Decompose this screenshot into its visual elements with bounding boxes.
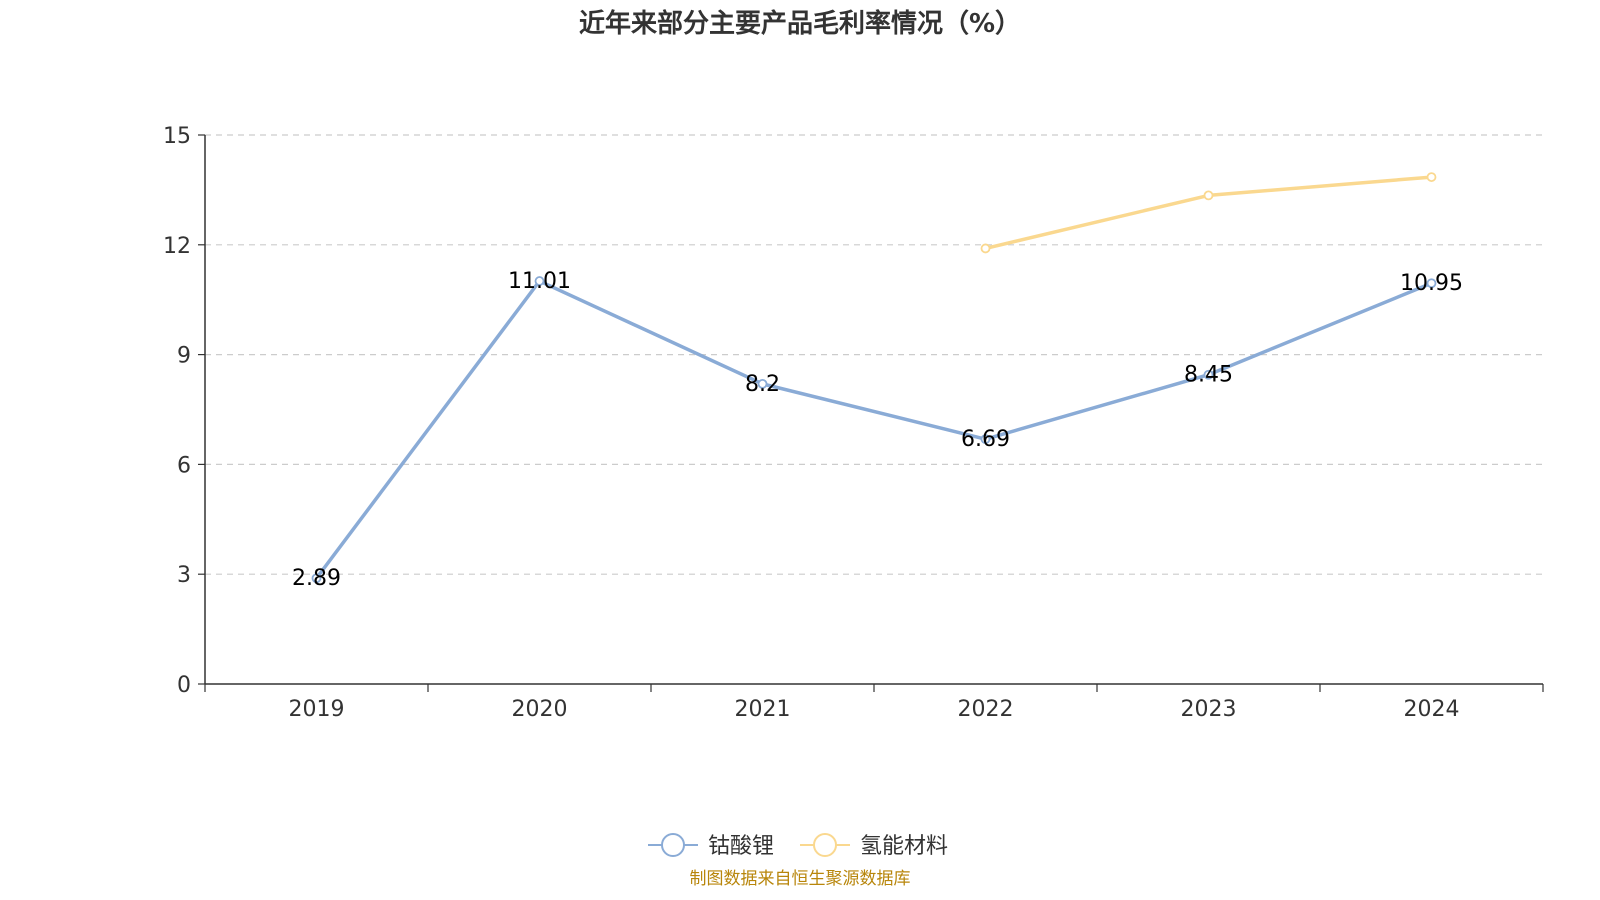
legend-marker	[661, 833, 685, 857]
data-label: 11.01	[508, 269, 571, 294]
data-label: 8.2	[745, 372, 780, 397]
legend-item-1[interactable]: 氢能材料	[800, 833, 948, 859]
legend-item-0[interactable]: 钴酸锂	[648, 833, 774, 859]
data-labels: 2.89 11.01 8.2 6.69 8.45 10.95	[292, 269, 1463, 591]
data-label: 2.89	[292, 566, 341, 591]
data-point[interactable]	[980, 243, 991, 254]
data-label: 8.45	[1184, 363, 1233, 388]
axes: 0 3 6 9 12 15 2019 2020 2021 2022 2023 2024	[163, 124, 1544, 722]
legend-marker	[813, 833, 837, 857]
series-line-1	[983, 175, 1434, 251]
y-tick-label: 12	[163, 234, 191, 259]
grid-lines	[205, 134, 1543, 575]
data-point[interactable]	[980, 434, 991, 445]
y-tick-label: 6	[177, 453, 191, 478]
y-tick-label: 0	[177, 673, 191, 698]
data-point[interactable]	[311, 573, 322, 584]
y-tick-label: 9	[177, 344, 191, 369]
x-tick-label: 2022	[958, 697, 1014, 722]
data-point[interactable]	[1203, 190, 1214, 201]
y-tick-label: 15	[163, 124, 191, 149]
data-point[interactable]	[757, 378, 768, 389]
x-tick-label: 2019	[289, 697, 345, 722]
legend-label: 氢能材料	[860, 834, 948, 859]
data-point[interactable]	[1203, 369, 1214, 380]
source-note: 制图数据来自恒生聚源数据库	[690, 869, 911, 889]
chart-title: 近年来部分主要产品毛利率情况（%）	[579, 8, 1021, 39]
x-tick-label: 2020	[512, 697, 568, 722]
x-tick-label: 2023	[1181, 697, 1237, 722]
series-line-0	[314, 279, 1434, 580]
data-label: 6.69	[961, 427, 1010, 452]
legend[interactable]: 钴酸锂 氢能材料	[648, 833, 948, 859]
legend-label: 钴酸锂	[708, 834, 774, 859]
data-point[interactable]	[1426, 172, 1437, 182]
data-point[interactable]	[534, 276, 545, 286]
data-label: 10.95	[1400, 271, 1463, 296]
y-tick-label: 3	[177, 563, 191, 588]
series-lines	[311, 172, 1437, 584]
x-tick-label: 2024	[1404, 697, 1460, 722]
x-tick-label: 2021	[735, 697, 791, 722]
data-point[interactable]	[1426, 278, 1437, 289]
